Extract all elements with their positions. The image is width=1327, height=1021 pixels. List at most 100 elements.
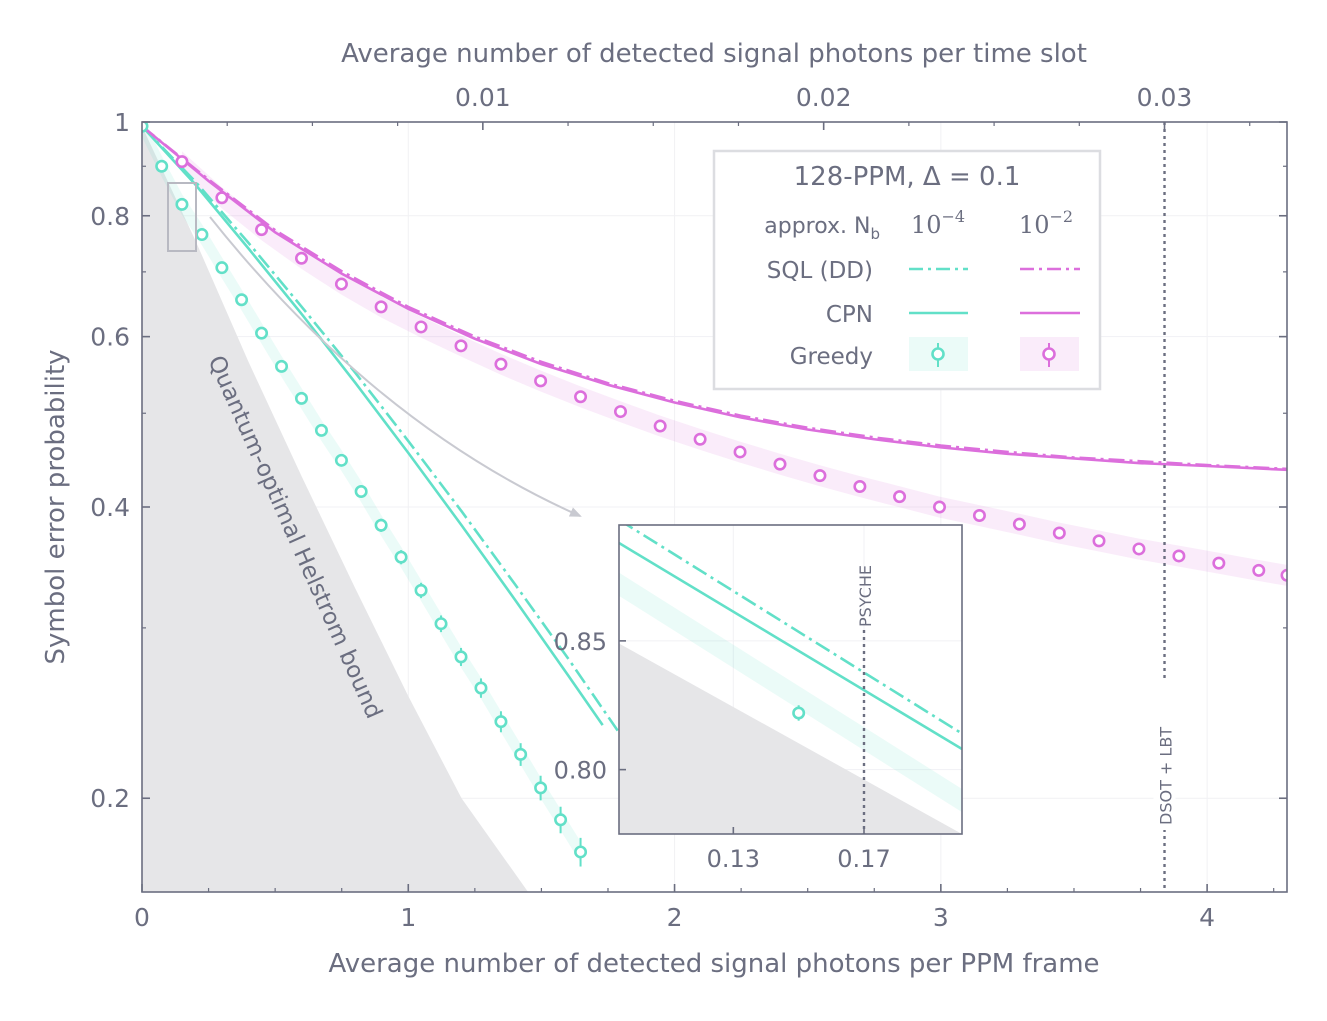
greedy-point-5-14 (733, 445, 747, 459)
helstrom-bound-area (142, 126, 529, 892)
greedy-point-4-5 (235, 293, 249, 307)
greedy-point-5-13 (693, 432, 707, 446)
y-tick-label-3: 0.8 (90, 202, 130, 231)
greedy-point-5-21 (1012, 517, 1026, 531)
greedy-point-5-17 (853, 479, 867, 493)
vline-psyche-label: PSYCHE (856, 565, 875, 627)
legend-row-cpn: CPN (826, 302, 873, 328)
greedy-point-4-10 (334, 453, 348, 467)
inset-greedy-point (792, 706, 806, 720)
greedy-point-5-4 (334, 277, 348, 291)
axis-ticks: 0 1 2 3 4 0.01 0.02 0.03 0.2 0.4 0.6 0.8 1 (90, 83, 1287, 932)
greedy-point-5-8 (494, 357, 508, 371)
greedy-point-4-9 (314, 423, 328, 437)
greedy-point-4-11 (354, 485, 368, 499)
greedy-point-4-7 (275, 359, 289, 373)
greedy-point-4-3 (195, 228, 209, 242)
greedy-point-4-14 (414, 583, 428, 597)
zoom-region-box (167, 182, 197, 252)
greedy-markers (142, 122, 1287, 867)
inset-sql-line (624, 525, 962, 735)
helstrom-bound-region (142, 126, 529, 892)
greedy-point-5-28 (1280, 568, 1287, 582)
legend-col-high: 10−2 (1019, 207, 1073, 239)
series-line-3 (142, 125, 1287, 472)
y-tick-label-0: 0.2 (90, 784, 130, 813)
greedy-point-5-6 (414, 320, 428, 334)
greedy-point-4-2 (175, 197, 189, 211)
greedy-point-4-1 (155, 159, 169, 173)
greedy-point-5-20 (972, 508, 986, 522)
legend-row-greedy: Greedy (790, 344, 873, 370)
greedy-point-5-24 (1132, 542, 1146, 556)
greedy-point-5-22 (1052, 526, 1066, 540)
y-tick-label-1: 0.4 (90, 493, 130, 522)
inset-y-tick-label-0: 0.80 (554, 757, 607, 785)
vline-dsot-label-bg (1153, 680, 1176, 830)
greedy-point-4-21 (554, 813, 568, 827)
greedy-point-5-27 (1252, 563, 1266, 577)
inset: PSYCHE 0.13 0.17 0.80 0.85 (554, 524, 963, 873)
y-tick-label-2: 0.6 (90, 323, 130, 352)
greedy-point-4-19 (514, 747, 528, 761)
x-tick-label-0: 0 (134, 903, 150, 932)
inset-x-tick-label-1: 0.17 (837, 845, 890, 873)
series-lines (142, 125, 1287, 737)
greedy-point-4-13 (394, 550, 408, 564)
inset-cpn-line (619, 541, 962, 751)
x2-axis-label: Average number of detected signal photon… (341, 39, 1087, 69)
inset-content: PSYCHE (619, 525, 962, 834)
x2-tick-label-1: 0.02 (796, 83, 852, 112)
greedy-point-5-19 (933, 500, 947, 514)
greedy-point-5-26 (1212, 556, 1226, 570)
y-tick-label-4: 1 (114, 108, 130, 137)
greedy-point-5-7 (454, 339, 468, 353)
inset-y-tick-label-1: 0.85 (554, 628, 607, 656)
greedy-point-5-18 (893, 490, 907, 504)
greedy-point-4-4 (215, 261, 229, 275)
inset-frame (618, 524, 963, 835)
greedy-point-4-17 (474, 681, 488, 695)
greedy-point-5-10 (574, 390, 588, 404)
greedy-point-4-20 (534, 781, 548, 795)
legend-col-low: 10−4 (911, 207, 965, 239)
greedy-point-5-25 (1172, 549, 1186, 563)
x-tick-label-3: 3 (933, 903, 949, 932)
vline-dsot-label: DSOT + LBT (1157, 727, 1176, 825)
reference-lines: DSOT + LBT (1153, 122, 1176, 892)
greedy-point-4-12 (374, 518, 388, 532)
greedy-point-5-3 (295, 251, 309, 265)
x-axis-label: Average number of detected signal photon… (328, 949, 1099, 979)
legend-row-sql: SQL (DD) (767, 258, 873, 284)
greedy-point-4-18 (494, 715, 508, 729)
greedy-point-5-16 (813, 469, 827, 483)
greedy-point-5-5 (374, 300, 388, 314)
zoom-arrow (209, 216, 582, 517)
greedy-point-5-11 (614, 405, 628, 419)
greedy-point-5-1 (215, 191, 229, 205)
greedy-point-5-2 (255, 223, 269, 237)
greedy-point-4-6 (255, 326, 269, 340)
greedy-point-4-22 (574, 845, 588, 859)
inset-greedy-band (619, 572, 962, 813)
legend-title: 128-PPM, Δ = 0.1 (794, 162, 1021, 192)
x2-tick-label-2: 0.03 (1137, 83, 1193, 112)
legend-greedy-high-marker (1042, 347, 1056, 361)
x2-tick-label-0: 0.01 (455, 83, 511, 112)
x-tick-label-2: 2 (667, 903, 683, 932)
x-tick-label-4: 4 (1199, 903, 1215, 932)
inset-x-tick-label-0: 0.13 (707, 845, 760, 873)
legend-box (712, 149, 1102, 391)
y-axis-label: Symbol error probability (41, 349, 71, 664)
greedy-point-5-9 (534, 374, 548, 388)
x-tick-label-1: 1 (400, 903, 416, 932)
legend-greedy-low-marker (931, 347, 945, 361)
legend-header-label: approx. Nb (764, 214, 880, 243)
greedy-point-5-23 (1092, 534, 1106, 548)
inset-bound-area (619, 643, 962, 834)
inset-ticks: 0.13 0.17 0.80 0.85 (554, 628, 891, 873)
greedy-point-4-16 (454, 650, 468, 664)
legend: 128-PPM, Δ = 0.1 approx. Nb 10−4 10−2 SQ… (712, 149, 1102, 391)
series-line-0 (142, 125, 623, 737)
